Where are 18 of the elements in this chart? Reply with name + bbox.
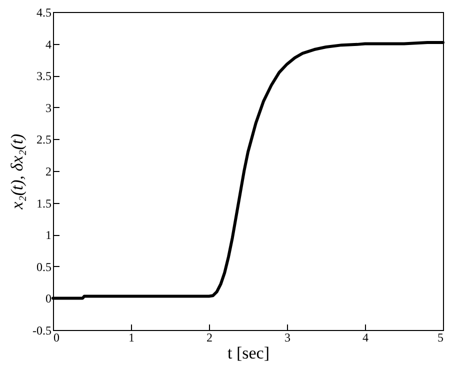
y-axis-title: x₂(t), δx₂(t) — [8, 133, 27, 210]
x-tick-label: 5 — [438, 330, 444, 344]
x-tick-label: 2 — [206, 330, 212, 344]
y-tick-label: 1.5 — [36, 196, 52, 210]
y-tick-label: 0 — [46, 292, 52, 306]
x-tick-label: 4 — [362, 330, 368, 344]
y-tick-label: 4 — [46, 37, 52, 52]
x-tick-label: 1 — [128, 330, 134, 344]
y-tick-label: 0.5 — [36, 260, 52, 274]
y-tick-label: 4.5 — [36, 6, 52, 20]
y-tick-label: 1 — [46, 228, 52, 242]
x-tick-label: 3 — [284, 330, 290, 344]
y-tick-label: 2 — [46, 164, 52, 178]
y-tick-label: 3.5 — [36, 69, 52, 84]
y-tick-label: -0.5 — [32, 324, 52, 338]
y-tick-label: 3 — [46, 100, 52, 115]
y-tick-label: 2.5 — [36, 132, 52, 147]
x-axis-title: t [sec] — [227, 344, 270, 362]
